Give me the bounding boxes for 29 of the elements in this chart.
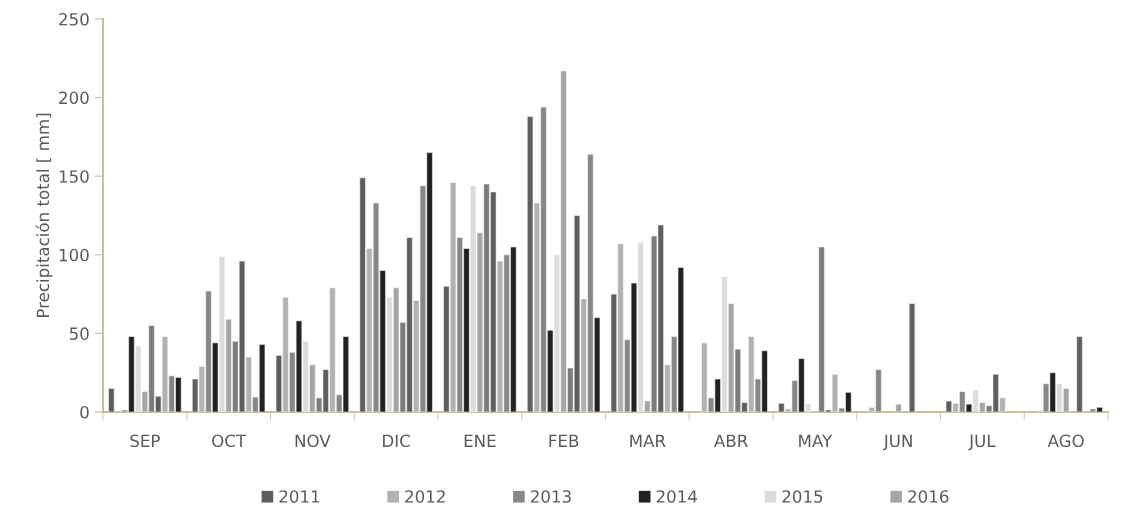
legend-label: 2011 [279,490,320,503]
x-tick-label: DIC [383,434,410,448]
x-tick-label: JUN [882,434,912,451]
bar [895,403,902,412]
x-tick-label: FEB [549,434,579,447]
y-axis-title: Precipitación total [ mm] [35,113,53,317]
x-tick-label: SEP [130,434,160,448]
x-tick-label: ABR [714,434,748,447]
y-tick-label: 50 [69,327,89,340]
bar [1076,336,1083,412]
y-tick-label: 200 [59,91,89,105]
legend-label: 2012 [405,490,445,503]
legend-label: 2016 [908,490,949,503]
x-tick-label: MAR [630,434,666,447]
y-tick-label: 250 [59,12,89,26]
bar [908,303,916,412]
y-tick-label: 0 [80,405,89,419]
x-tick-label: JUL [968,434,996,451]
x-tick-label: ENE [464,434,496,447]
legend-label: 2013 [530,490,571,503]
legend-label: 2014 [656,490,697,503]
y-tick-label: 100 [59,248,89,262]
y-tick-label: 150 [59,170,89,183]
x-tick-label: NOV [295,434,331,448]
x-tick-label: MAY [799,434,833,447]
x-tick-label: AGO [1047,434,1084,448]
bar [108,388,115,412]
legend-label: 2015 [782,490,823,503]
x-tick-label: OCT [212,434,247,448]
